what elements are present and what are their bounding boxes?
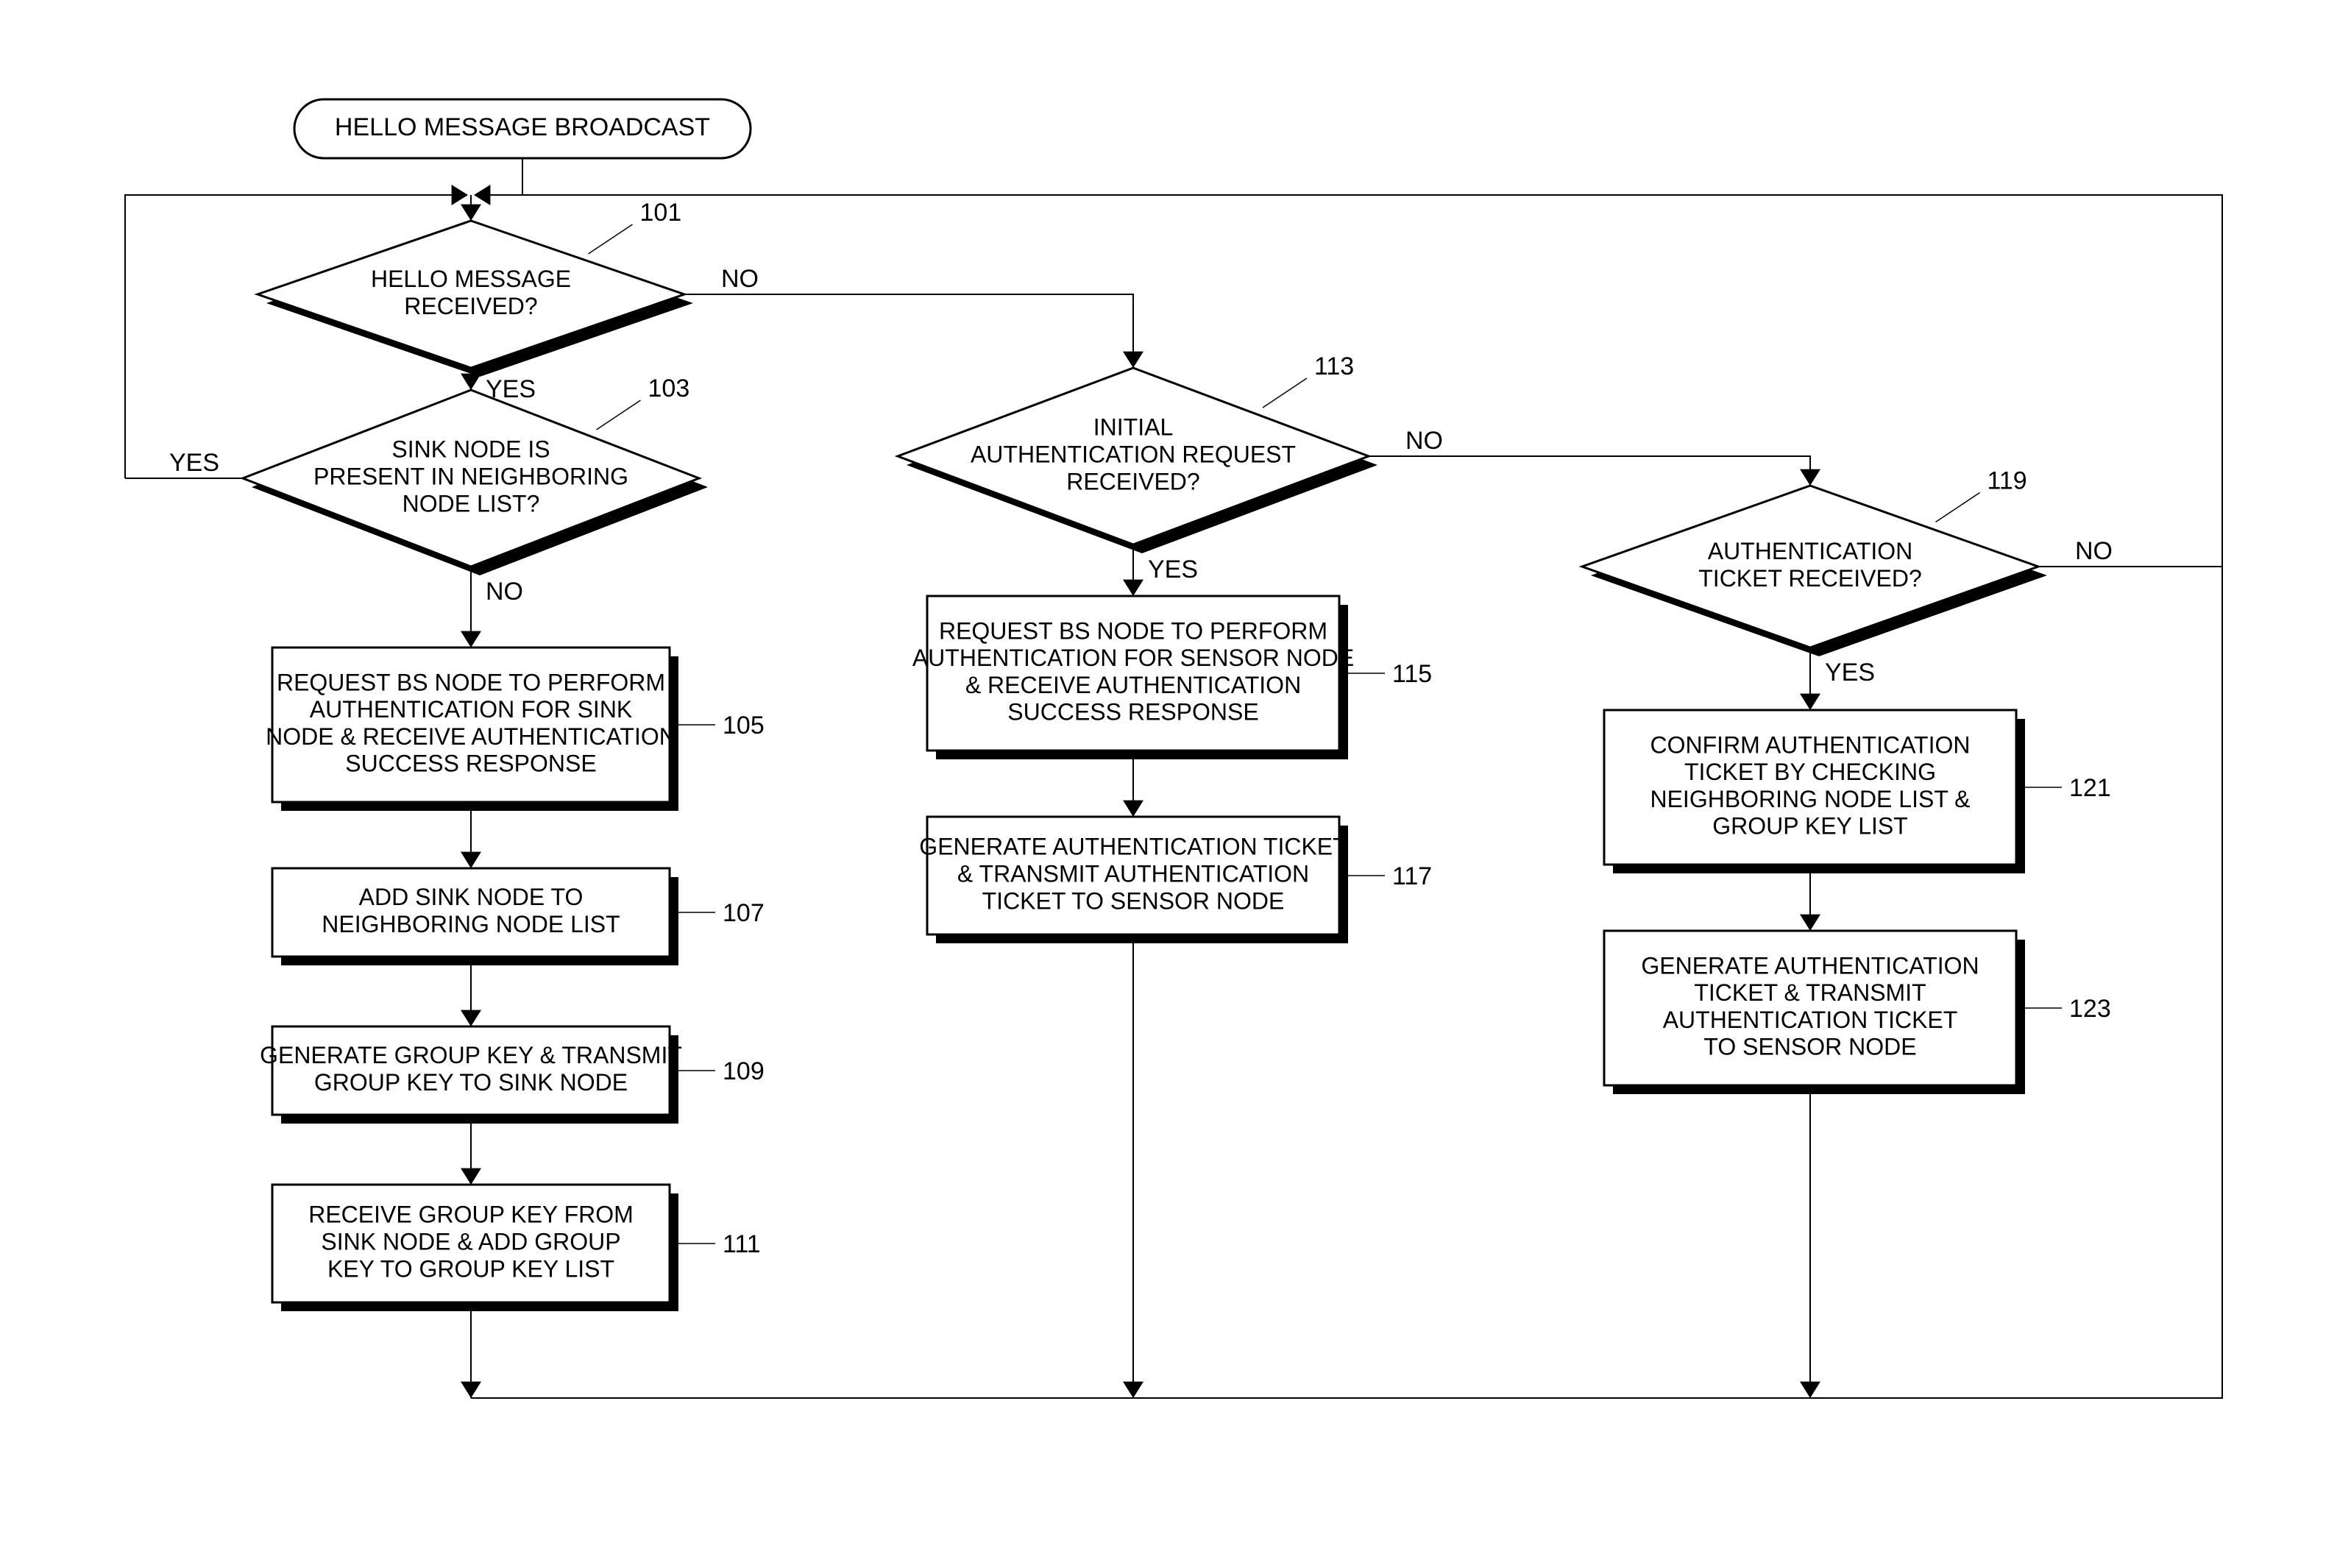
svg-text:& TRANSMIT AUTHENTICATION: & TRANSMIT AUTHENTICATION xyxy=(957,860,1309,887)
label-d103_no: NO xyxy=(486,578,523,606)
p115-ref: 115 xyxy=(1392,660,1432,688)
svg-text:NEIGHBORING NODE LIST &: NEIGHBORING NODE LIST & xyxy=(1650,786,1970,812)
svg-text:INITIAL: INITIAL xyxy=(1093,414,1173,441)
svg-text:TICKET & TRANSMIT: TICKET & TRANSMIT xyxy=(1694,979,1926,1006)
svg-text:SUCCESS RESPONSE: SUCCESS RESPONSE xyxy=(345,751,596,777)
svg-text:AUTHENTICATION FOR SENSOR NODE: AUTHENTICATION FOR SENSOR NODE xyxy=(912,645,1354,671)
label-d103_yes: YES xyxy=(169,449,219,477)
p121-ref: 121 xyxy=(2069,774,2111,802)
svg-text:GENERATE GROUP KEY & TRANSMIT: GENERATE GROUP KEY & TRANSMIT xyxy=(260,1042,682,1068)
svg-text:NODE & RECEIVE AUTHENTICATION: NODE & RECEIVE AUTHENTICATION xyxy=(266,723,676,750)
p111-ref: 111 xyxy=(723,1230,761,1258)
svg-text:NODE LIST?: NODE LIST? xyxy=(403,490,540,517)
svg-text:TO SENSOR NODE: TO SENSOR NODE xyxy=(1703,1034,1916,1060)
svg-text:TICKET TO SENSOR NODE: TICKET TO SENSOR NODE xyxy=(982,887,1285,914)
p117-ref: 117 xyxy=(1392,862,1432,890)
svg-text:GROUP KEY LIST: GROUP KEY LIST xyxy=(1712,813,1908,840)
p107-ref: 107 xyxy=(723,899,765,927)
svg-text:AUTHENTICATION TICKET: AUTHENTICATION TICKET xyxy=(1663,1007,1958,1033)
svg-text:RECEIVE GROUP KEY FROM: RECEIVE GROUP KEY FROM xyxy=(308,1202,634,1228)
label-d113_yes: YES xyxy=(1148,556,1198,583)
svg-text:KEY TO GROUP KEY LIST: KEY TO GROUP KEY LIST xyxy=(327,1255,614,1282)
label-d101_yes: YES xyxy=(486,375,536,403)
svg-text:AUTHENTICATION: AUTHENTICATION xyxy=(1708,538,1913,564)
svg-text:HELLO MESSAGE: HELLO MESSAGE xyxy=(371,266,571,292)
svg-text:SINK NODE & ADD GROUP: SINK NODE & ADD GROUP xyxy=(321,1228,620,1255)
svg-text:TICKET BY CHECKING: TICKET BY CHECKING xyxy=(1684,759,1936,785)
svg-text:NEIGHBORING NODE LIST: NEIGHBORING NODE LIST xyxy=(322,911,620,937)
svg-text:SINK NODE IS: SINK NODE IS xyxy=(391,436,550,463)
label-d101_no: NO xyxy=(721,265,759,293)
svg-text:CONFIRM AUTHENTICATION: CONFIRM AUTHENTICATION xyxy=(1650,731,1971,758)
label-d113_no: NO xyxy=(1405,427,1443,455)
svg-text:SUCCESS RESPONSE: SUCCESS RESPONSE xyxy=(1007,699,1258,726)
svg-text:TICKET RECEIVED?: TICKET RECEIVED? xyxy=(1698,565,1921,592)
svg-text:ADD SINK NODE TO: ADD SINK NODE TO xyxy=(359,884,584,910)
svg-text:REQUEST BS NODE TO PERFORM: REQUEST BS NODE TO PERFORM xyxy=(277,669,665,695)
p123-ref: 123 xyxy=(2069,995,2111,1023)
d101-ref: 101 xyxy=(640,199,682,227)
svg-text:AUTHENTICATION FOR SINK: AUTHENTICATION FOR SINK xyxy=(310,696,633,723)
svg-text:GENERATE AUTHENTICATION TICKET: GENERATE AUTHENTICATION TICKET xyxy=(919,834,1347,860)
d113-ref: 113 xyxy=(1314,352,1354,380)
svg-text:HELLO MESSAGE BROADCAST: HELLO MESSAGE BROADCAST xyxy=(335,113,710,141)
svg-text:PRESENT IN NEIGHBORING: PRESENT IN NEIGHBORING xyxy=(313,463,628,489)
svg-text:& RECEIVE AUTHENTICATION: & RECEIVE AUTHENTICATION xyxy=(965,672,1301,698)
p109-ref: 109 xyxy=(723,1057,765,1085)
label-d119_yes: YES xyxy=(1825,659,1875,687)
p105-ref: 105 xyxy=(723,712,765,739)
svg-text:REQUEST BS NODE TO PERFORM: REQUEST BS NODE TO PERFORM xyxy=(939,617,1327,644)
svg-text:RECEIVED?: RECEIVED? xyxy=(404,293,537,319)
svg-text:GROUP KEY TO SINK NODE: GROUP KEY TO SINK NODE xyxy=(314,1069,628,1096)
svg-text:GENERATE AUTHENTICATION: GENERATE AUTHENTICATION xyxy=(1641,952,1979,979)
svg-text:RECEIVED?: RECEIVED? xyxy=(1066,468,1199,494)
label-d119_no: NO xyxy=(2075,537,2113,565)
svg-text:AUTHENTICATION REQUEST: AUTHENTICATION REQUEST xyxy=(971,441,1296,467)
d103-ref: 103 xyxy=(648,375,690,402)
d119-ref: 119 xyxy=(1987,467,2027,495)
